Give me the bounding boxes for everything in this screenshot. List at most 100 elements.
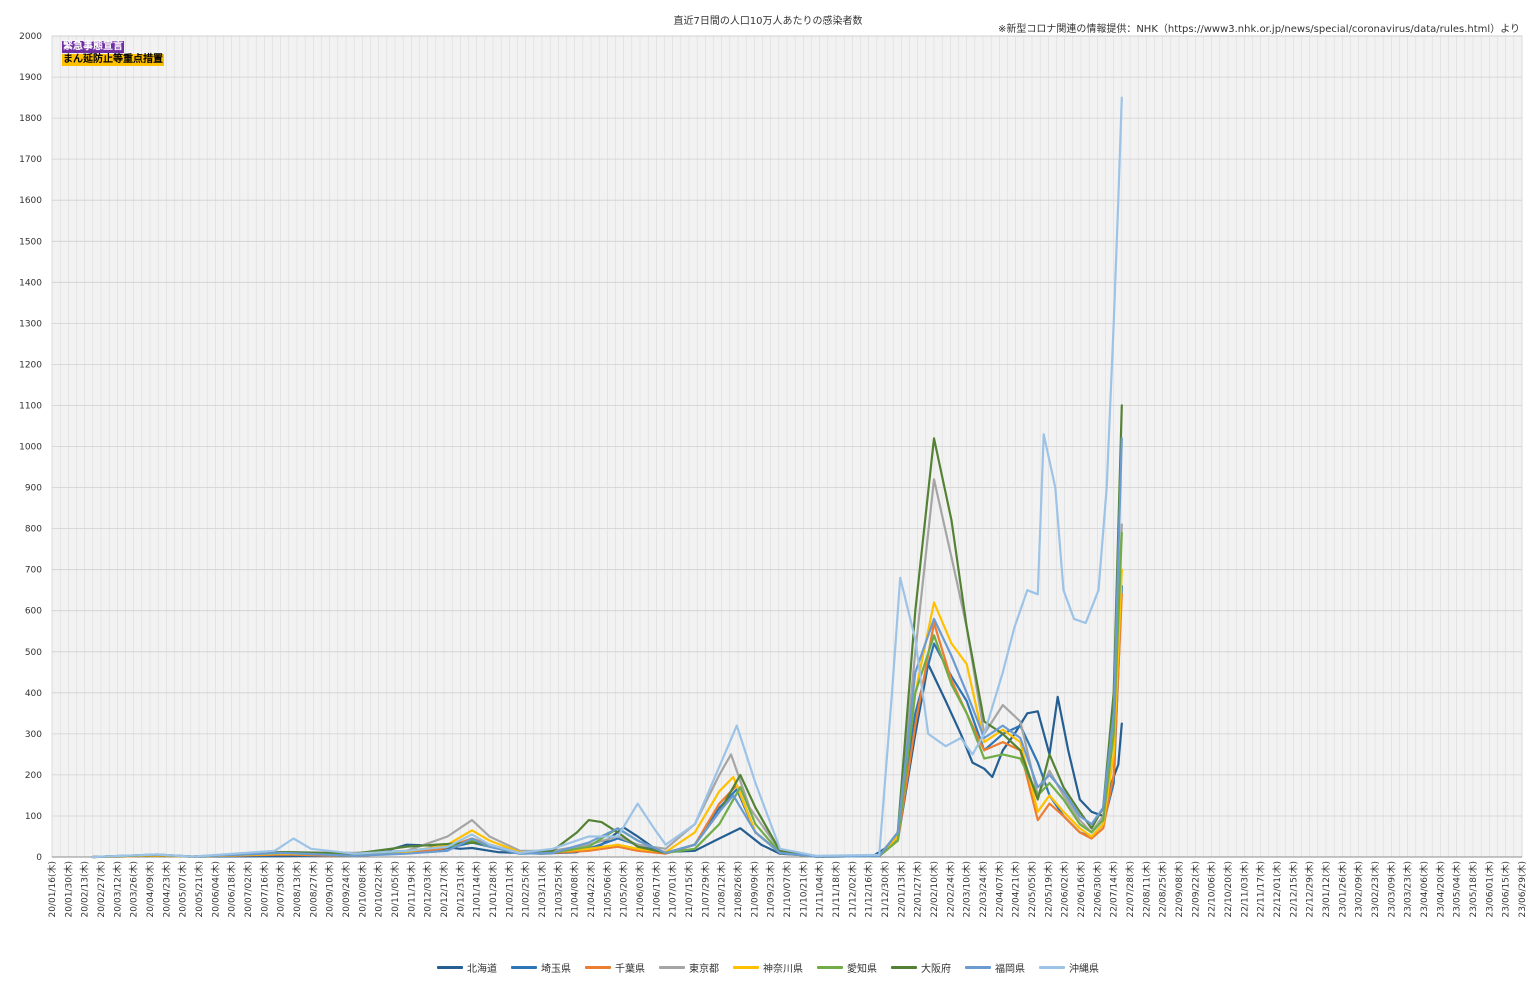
- y-tick-label: 500: [25, 648, 42, 658]
- x-tick-label: 22/12/29(木): [1304, 861, 1316, 917]
- y-tick-label: 300: [25, 730, 42, 740]
- x-tick-label: 20/01/16(木): [46, 861, 58, 917]
- x-tick-label: 21/11/18(木): [830, 861, 842, 917]
- x-tick-label: 23/04/06(木): [1418, 861, 1430, 917]
- x-tick-label: 22/07/14(木): [1108, 861, 1120, 917]
- x-tick-label: 22/09/22(木): [1189, 861, 1201, 917]
- legend-swatch: [585, 966, 611, 969]
- x-tick-label: 21/07/15(木): [683, 861, 695, 917]
- x-tick-label: 22/06/02(木): [1059, 861, 1071, 917]
- legend-item: 福岡県: [965, 960, 1025, 975]
- x-tick-label: 23/03/09(木): [1385, 861, 1397, 917]
- y-tick-label: 100: [25, 812, 42, 822]
- legend-label: 大阪府: [921, 964, 951, 975]
- y-tick-label: 0: [36, 853, 42, 863]
- x-tick-label: 20/12/17(木): [438, 861, 450, 917]
- source-note: ※新型コロナ関連の情報提供：NHK（https://www3.nhk.or.jp…: [997, 24, 1520, 35]
- legend-item: 大阪府: [891, 960, 951, 975]
- x-tick-label: 20/10/08(木): [356, 861, 368, 917]
- x-tick-label: 20/03/26(木): [128, 861, 140, 917]
- y-tick-label: 2000: [19, 32, 42, 42]
- x-tick-label: 21/12/02(木): [846, 861, 858, 917]
- series-line-沖縄県: [91, 96, 1123, 859]
- x-tick-label: 22/02/10(木): [928, 861, 940, 917]
- x-tick-label: 20/09/24(木): [340, 861, 352, 917]
- x-tick-label: 22/09/08(木): [1173, 861, 1185, 917]
- x-tick-label: 20/12/31(木): [454, 861, 466, 917]
- x-tick-label: 22/05/05(木): [1026, 861, 1038, 917]
- legend-item: 沖縄県: [1039, 960, 1099, 975]
- x-tick-label: 21/01/28(木): [487, 861, 499, 917]
- x-tick-label: 20/07/16(木): [258, 861, 270, 917]
- x-tick-label: 22/06/30(木): [1091, 861, 1103, 917]
- x-tick-label: 21/08/26(木): [732, 861, 744, 917]
- x-tick-label: 23/06/29(木): [1516, 861, 1528, 917]
- x-tick-label: 23/03/23(木): [1402, 861, 1414, 917]
- x-tick-label: 23/04/20(木): [1434, 861, 1446, 917]
- y-tick-label: 1200: [19, 360, 42, 370]
- x-tick-label: 20/05/07(木): [177, 861, 189, 917]
- emergency-declaration-tag: 緊急事態宣言: [62, 41, 124, 53]
- legend-swatch: [511, 966, 537, 969]
- x-tick-label: 22/12/15(木): [1287, 861, 1299, 917]
- x-tick-label: 22/03/24(木): [977, 861, 989, 917]
- legend-swatch: [817, 966, 843, 969]
- x-tick-label: 21/10/07(木): [781, 861, 793, 917]
- x-tick-label: 21/02/11(木): [503, 861, 515, 917]
- x-tick-label: 22/11/17(木): [1255, 861, 1267, 917]
- x-tick-label: 20/11/05(木): [389, 861, 401, 917]
- x-tick-label: 20/06/18(木): [226, 861, 238, 917]
- x-tick-label: 20/09/10(木): [324, 861, 336, 917]
- y-tick-label: 700: [25, 566, 42, 576]
- x-tick-label: 22/08/11(木): [1140, 861, 1152, 917]
- x-tick-label: 20/04/23(木): [160, 861, 172, 917]
- x-axis: 20/01/16(木) 20/01/30(木) 20/02/13(木) 20/02/2…: [46, 856, 1528, 917]
- x-tick-label: 21/07/01(木): [667, 861, 679, 917]
- y-tick-label: 800: [25, 525, 42, 535]
- x-tick-label: 20/08/13(木): [291, 861, 303, 917]
- y-tick-label: 1100: [19, 401, 42, 411]
- legend-label: 東京都: [689, 964, 719, 975]
- x-tick-label: 22/03/10(木): [961, 861, 973, 917]
- x-tick-label: 22/11/03(木): [1238, 861, 1250, 917]
- legend-label: 神奈川県: [763, 964, 803, 975]
- x-tick-label: 22/12/01(木): [1271, 861, 1283, 917]
- x-tick-label: 23/05/18(木): [1467, 861, 1479, 917]
- x-tick-label: 21/07/29(木): [699, 861, 711, 917]
- x-tick-label: 21/03/11(木): [536, 861, 548, 917]
- x-tick-label: 23/02/23(木): [1369, 861, 1381, 917]
- x-tick-label: 21/05/06(木): [601, 861, 613, 917]
- y-tick-label: 1600: [19, 196, 42, 206]
- x-tick-label: 23/02/09(木): [1353, 861, 1365, 917]
- x-tick-label: 21/08/12(木): [716, 861, 728, 917]
- x-tick-label: 20/11/19(木): [405, 861, 417, 917]
- series-line-福岡県: [91, 437, 1123, 859]
- chart-title: 直近7日間の人口10万人あたりの感染者数: [673, 16, 863, 27]
- series-line-東京都: [91, 478, 1123, 859]
- x-tick-label: 23/06/15(木): [1500, 861, 1512, 917]
- x-tick-label: 20/01/30(木): [62, 861, 74, 917]
- x-tick-label: 21/01/14(木): [471, 861, 483, 917]
- x-tick-label: 21/06/03(木): [634, 861, 646, 917]
- y-tick-label: 1400: [19, 278, 42, 288]
- x-tick-label: 22/01/13(木): [895, 861, 907, 917]
- x-tick-label: 22/01/27(木): [912, 861, 924, 917]
- horizontal-gridlines: [52, 35, 1522, 858]
- legend-item: 千葉県: [585, 960, 645, 975]
- x-tick-label: 22/06/16(木): [1075, 861, 1087, 917]
- legend-swatch: [1039, 966, 1065, 969]
- x-tick-label: 22/08/25(木): [1157, 861, 1169, 917]
- x-tick-label: 21/03/25(木): [552, 861, 564, 917]
- x-tick-label: 21/09/09(木): [748, 861, 760, 917]
- x-tick-label: 21/12/30(木): [879, 861, 891, 917]
- x-tick-label: 21/09/23(木): [765, 861, 777, 917]
- legend-swatch: [659, 966, 685, 969]
- x-tick-label: 22/10/06(木): [1206, 861, 1218, 917]
- y-tick-label: 900: [25, 484, 42, 494]
- x-tick-label: 22/04/07(木): [993, 861, 1005, 917]
- x-tick-label: 20/02/27(木): [95, 861, 107, 917]
- x-tick-label: 22/07/28(木): [1124, 861, 1136, 917]
- x-tick-label: 21/05/20(木): [618, 861, 630, 917]
- x-tick-label: 22/05/19(木): [1042, 861, 1054, 917]
- x-tick-label: 20/07/02(木): [242, 861, 254, 917]
